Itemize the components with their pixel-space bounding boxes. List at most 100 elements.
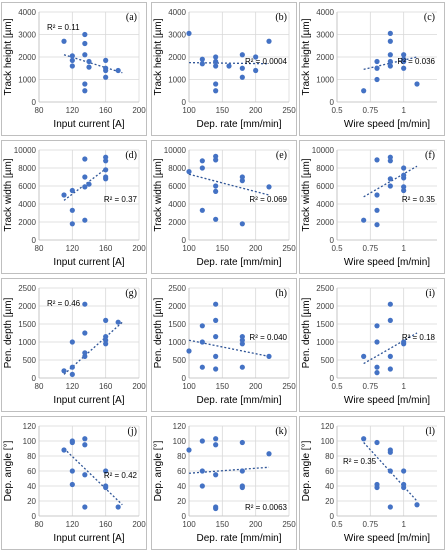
y-tick-label: 0 bbox=[182, 374, 187, 383]
y-tick-label: 0 bbox=[32, 98, 37, 107]
data-point bbox=[69, 339, 75, 345]
data-point bbox=[401, 468, 407, 474]
chart-panel-i: 0 500 1000 1500 2000 2500 0.5 0.75 1 Wire speed [… bbox=[299, 278, 445, 412]
data-point bbox=[374, 439, 380, 446]
y-tick-label: 1500 bbox=[168, 320, 186, 329]
data-point bbox=[387, 38, 393, 44]
y-tick-label: 2500 bbox=[316, 284, 334, 293]
panel-tag: (d) bbox=[125, 150, 137, 161]
data-point bbox=[199, 56, 205, 62]
data-point bbox=[103, 57, 109, 63]
y-tick-label: 0 bbox=[330, 236, 335, 245]
y-tick-label: 1000 bbox=[18, 76, 36, 85]
x-tick-label: 1 bbox=[401, 382, 406, 391]
data-point bbox=[213, 366, 219, 372]
data-point bbox=[69, 57, 75, 63]
x-tick-label: 200 bbox=[132, 382, 146, 391]
y-tick-label: 100 bbox=[23, 437, 37, 446]
r-squared-label: R² = 0.37 bbox=[104, 195, 138, 204]
y-tick-label: 0 bbox=[330, 512, 335, 521]
data-point bbox=[213, 317, 219, 323]
y-tick-label: 1500 bbox=[316, 320, 334, 329]
data-point bbox=[226, 63, 232, 69]
y-tick-label: 120 bbox=[23, 422, 37, 431]
r-squared-label: R² = 0.040 bbox=[249, 333, 287, 342]
trendline bbox=[188, 173, 270, 196]
data-point bbox=[69, 468, 75, 474]
data-point bbox=[103, 334, 109, 340]
y-axis-title: Dep. angle [°] bbox=[153, 440, 164, 501]
data-point bbox=[387, 30, 393, 36]
data-point bbox=[213, 505, 219, 512]
data-point bbox=[361, 353, 367, 359]
data-point bbox=[69, 53, 75, 59]
data-point bbox=[213, 442, 219, 448]
data-point bbox=[374, 364, 380, 370]
chart-panel-l: 0 20 40 60 80 100 120 0.5 0.75 1 Wire speed [m/min… bbox=[299, 416, 445, 550]
data-point bbox=[82, 156, 88, 162]
x-axis-title: Input current [A] bbox=[53, 395, 124, 406]
data-point bbox=[199, 468, 205, 474]
y-tick-label: 3000 bbox=[168, 31, 186, 40]
data-point bbox=[213, 436, 219, 442]
data-point bbox=[199, 207, 205, 213]
data-point bbox=[115, 504, 121, 510]
x-tick-label: 1 bbox=[401, 106, 406, 115]
panel-tag: (c) bbox=[424, 12, 435, 23]
data-point bbox=[213, 216, 219, 222]
data-point bbox=[239, 65, 245, 71]
chart-panel-j: 0 20 40 60 80 100 120 80 120 160 200 Input current … bbox=[1, 416, 147, 550]
data-point bbox=[253, 67, 259, 74]
data-point bbox=[103, 158, 109, 164]
y-tick-label: 80 bbox=[325, 452, 334, 461]
y-axis-title: Track width [µm] bbox=[3, 158, 14, 231]
y-tick-label: 6000 bbox=[18, 182, 36, 191]
y-tick-label: 10000 bbox=[164, 146, 187, 155]
y-tick-label: 60 bbox=[325, 467, 334, 476]
x-tick-label: 0.5 bbox=[331, 106, 343, 115]
x-tick-label: 160 bbox=[99, 382, 113, 391]
r-squared-label: R² = 0.0063 bbox=[245, 503, 288, 512]
data-point bbox=[61, 38, 67, 44]
x-tick-label: 160 bbox=[99, 244, 113, 253]
y-tick-label: 500 bbox=[173, 356, 187, 365]
data-point bbox=[82, 472, 88, 478]
data-point bbox=[387, 366, 393, 372]
trendline bbox=[363, 56, 418, 71]
data-point bbox=[86, 58, 92, 65]
data-point bbox=[387, 317, 393, 323]
data-point bbox=[374, 370, 380, 376]
y-tick-label: 4000 bbox=[316, 200, 334, 209]
data-point bbox=[199, 61, 205, 67]
x-tick-label: 150 bbox=[216, 106, 230, 115]
data-point bbox=[103, 67, 109, 74]
y-tick-label: 500 bbox=[321, 356, 335, 365]
x-tick-label: 120 bbox=[66, 244, 80, 253]
data-point bbox=[61, 192, 67, 198]
r-squared-label: R² = 0.069 bbox=[249, 195, 287, 204]
data-point bbox=[69, 371, 75, 377]
data-point bbox=[374, 58, 380, 65]
data-point bbox=[213, 301, 219, 307]
data-point bbox=[401, 175, 407, 181]
r-squared-label: R² = 0.036 bbox=[397, 57, 435, 66]
panel-tag: (a) bbox=[126, 12, 137, 23]
x-tick-label: 80 bbox=[35, 382, 44, 391]
data-point bbox=[82, 31, 88, 38]
y-tick-label: 0 bbox=[32, 374, 37, 383]
panel-tag: (e) bbox=[276, 150, 287, 161]
panel-frame bbox=[151, 278, 297, 412]
trendline bbox=[63, 168, 107, 201]
x-tick-label: 100 bbox=[182, 382, 196, 391]
data-point bbox=[239, 334, 245, 340]
x-tick-label: 0.5 bbox=[331, 382, 343, 391]
x-tick-label: 120 bbox=[66, 106, 80, 115]
x-tick-label: 200 bbox=[249, 106, 263, 115]
y-axis-title: Track height [µm] bbox=[3, 18, 14, 95]
y-tick-label: 4000 bbox=[18, 8, 36, 17]
y-tick-label: 0 bbox=[182, 236, 187, 245]
data-point bbox=[213, 334, 219, 340]
y-tick-label: 10000 bbox=[14, 146, 37, 155]
